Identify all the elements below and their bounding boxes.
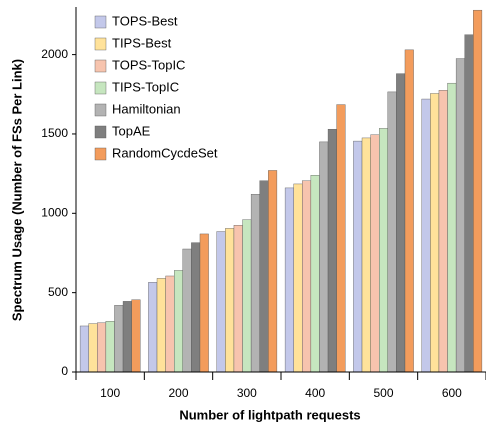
bar [88, 323, 98, 373]
bar [225, 228, 235, 373]
x-tick-label: 200 [168, 386, 188, 400]
bar [455, 58, 465, 373]
y-tick-label: 1000 [41, 205, 68, 219]
bar [191, 242, 201, 373]
bar [302, 180, 312, 373]
bar [268, 170, 278, 373]
y-tick-label: 0 [61, 364, 68, 378]
bar [259, 180, 269, 373]
bar [79, 325, 89, 373]
bar [105, 321, 115, 373]
bar [464, 34, 474, 373]
bar [165, 275, 175, 373]
bar [353, 140, 363, 373]
legend-label: TOPS-TopIC [112, 57, 185, 72]
bar [387, 91, 397, 373]
bar [404, 49, 414, 373]
y-axis-title: Spectrum Usage (Number of FSs Per Link) [9, 59, 24, 321]
bar [250, 194, 260, 373]
legend-swatch [94, 103, 107, 117]
x-tick-label: 300 [237, 386, 257, 400]
x-tick-label: 500 [373, 386, 393, 400]
bar [148, 282, 158, 373]
bar [327, 128, 337, 373]
legend-swatch [94, 125, 107, 139]
legend-swatch [94, 147, 107, 161]
x-axis-title: Number of lightpath requests [179, 407, 360, 422]
bar [174, 270, 183, 373]
legend-swatch [94, 59, 107, 73]
bar [430, 93, 440, 373]
bar [438, 90, 448, 373]
x-tick-label: 100 [100, 386, 120, 400]
bar [114, 305, 124, 373]
legend-swatch [94, 15, 107, 29]
bar [131, 299, 141, 373]
y-tick-label: 2000 [41, 47, 68, 61]
bar [293, 183, 303, 373]
bar [182, 248, 192, 373]
legend-label: Hamiltonian [112, 101, 181, 116]
bar [396, 73, 406, 373]
bar [473, 9, 483, 373]
y-tick-label: 500 [48, 285, 68, 299]
bar [284, 187, 294, 373]
bar [199, 233, 209, 373]
legend-label: TIPS-TopIC [112, 79, 179, 94]
legend-swatch [94, 37, 107, 51]
legend-label: TIPS-Best [112, 35, 172, 50]
x-tick-label: 400 [305, 386, 325, 400]
bar [447, 82, 457, 373]
legend-label: RandomCycdeSet [112, 145, 218, 160]
bar [97, 322, 107, 373]
bar [122, 301, 132, 373]
bar [319, 141, 329, 373]
bar [336, 104, 346, 373]
bar [242, 219, 252, 373]
legend-label: TopAE [112, 123, 151, 138]
bar [156, 278, 166, 373]
bar [361, 137, 371, 373]
x-tick-label: 600 [442, 386, 462, 400]
bar [379, 128, 388, 373]
bar [216, 231, 226, 373]
bar [370, 134, 380, 373]
bar [233, 225, 243, 373]
bar [421, 98, 431, 373]
y-tick-label: 1500 [41, 126, 68, 140]
legend-label: TOPS-Best [112, 13, 178, 28]
bar [310, 175, 320, 373]
legend-swatch [94, 81, 107, 95]
